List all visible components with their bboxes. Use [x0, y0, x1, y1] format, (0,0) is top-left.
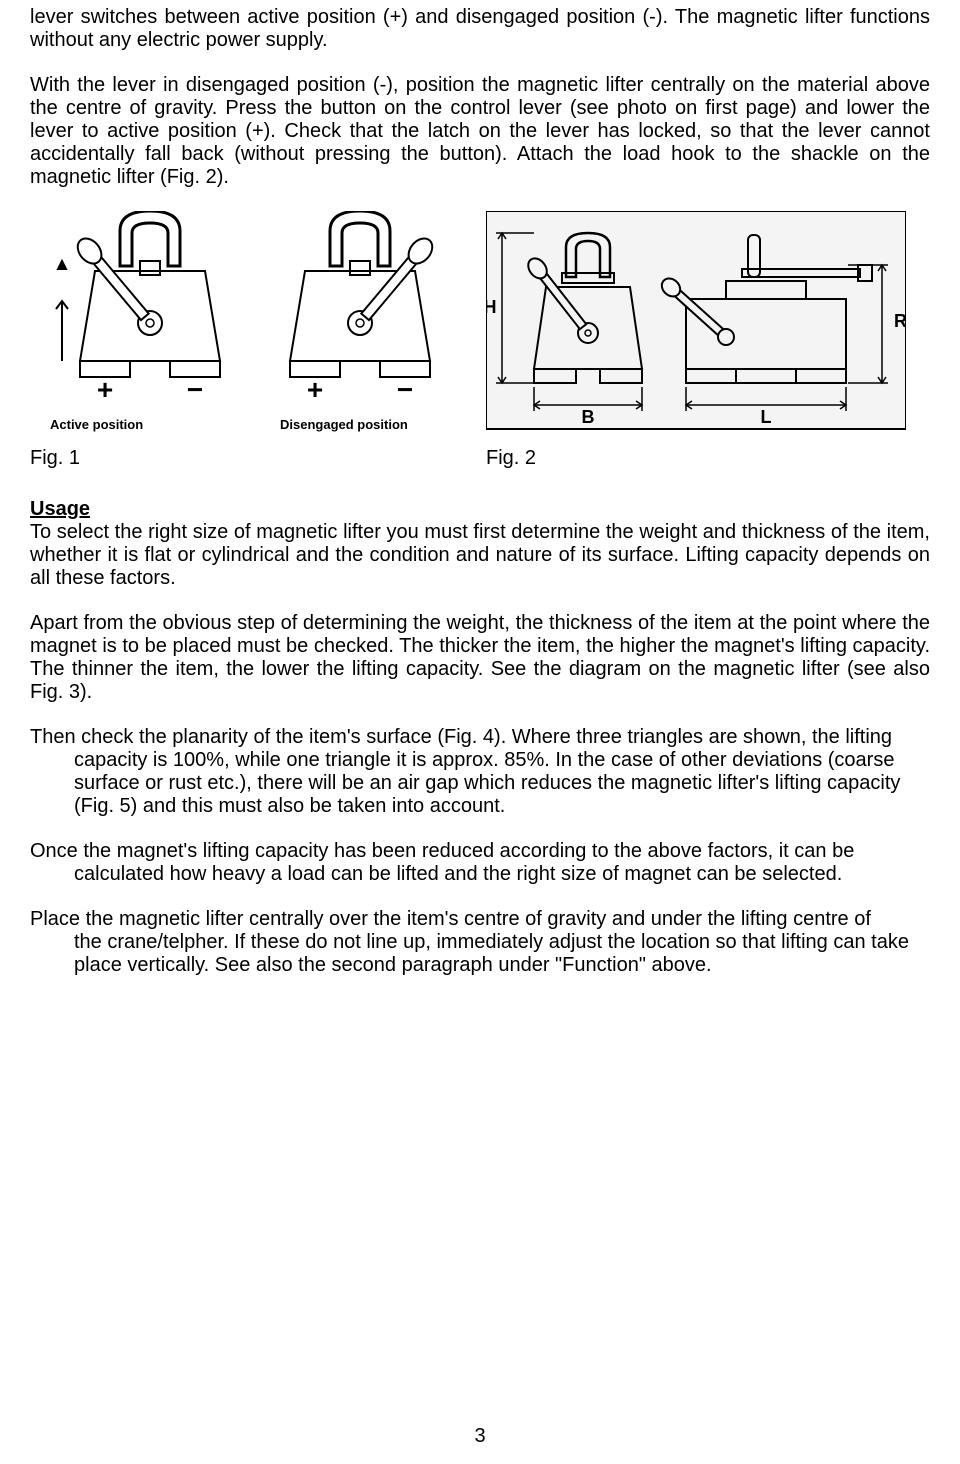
usage-p4-rest: calculated how heavy a load can be lifte… — [30, 863, 930, 886]
usage-p3-rest: capacity is 100%, while one triangle it … — [30, 749, 930, 818]
paragraph-intro-2: With the lever in disengaged position (-… — [30, 74, 930, 189]
usage-paragraph-3: Then check the planarity of the item's s… — [30, 726, 930, 818]
usage-paragraph-2: Apart from the obvious step of determini… — [30, 612, 930, 704]
fig2-dim-b: B — [582, 407, 595, 427]
fig2-dim-r: R — [894, 311, 906, 331]
fig1-label-disengaged: Disengaged position — [280, 417, 408, 432]
figure-2-svg: H B — [486, 211, 906, 441]
figure-2-caption: Fig. 2 — [486, 447, 906, 470]
fig1-label-active: Active position — [50, 417, 143, 432]
svg-text:+: + — [97, 374, 113, 405]
figure-1-caption: Fig. 1 — [30, 447, 450, 470]
usage-paragraph-5: Place the magnetic lifter centrally over… — [30, 908, 930, 977]
svg-text:+: + — [307, 374, 323, 405]
figure-1-svg: + − Active position — [30, 211, 450, 441]
usage-p5-rest: the crane/telpher. If these do not line … — [30, 931, 930, 977]
usage-paragraph-4: Once the magnet's lifting capacity has b… — [30, 840, 930, 886]
svg-text:−: − — [187, 374, 203, 405]
page-number: 3 — [0, 1425, 960, 1448]
usage-paragraph-1: To select the right size of magnetic lif… — [30, 521, 930, 590]
fig2-dim-l: L — [761, 407, 772, 427]
document-page: lever switches between active position (… — [0, 6, 960, 1464]
usage-p4-first-line: Once the magnet's lifting capacity has b… — [30, 840, 854, 862]
usage-p3-first-line: Then check the planarity of the item's s… — [30, 726, 892, 748]
figures-row: + − Active position — [30, 211, 930, 441]
figure-2: H B — [486, 211, 906, 441]
figure-captions: Fig. 1 Fig. 2 — [30, 447, 930, 470]
usage-p5-first-line: Place the magnetic lifter centrally over… — [30, 908, 871, 930]
svg-text:−: − — [397, 374, 413, 405]
figure-1: + − Active position — [30, 211, 450, 441]
paragraph-intro-1: lever switches between active position (… — [30, 6, 930, 52]
fig2-dim-h: H — [486, 297, 497, 317]
usage-heading: Usage — [30, 498, 930, 521]
